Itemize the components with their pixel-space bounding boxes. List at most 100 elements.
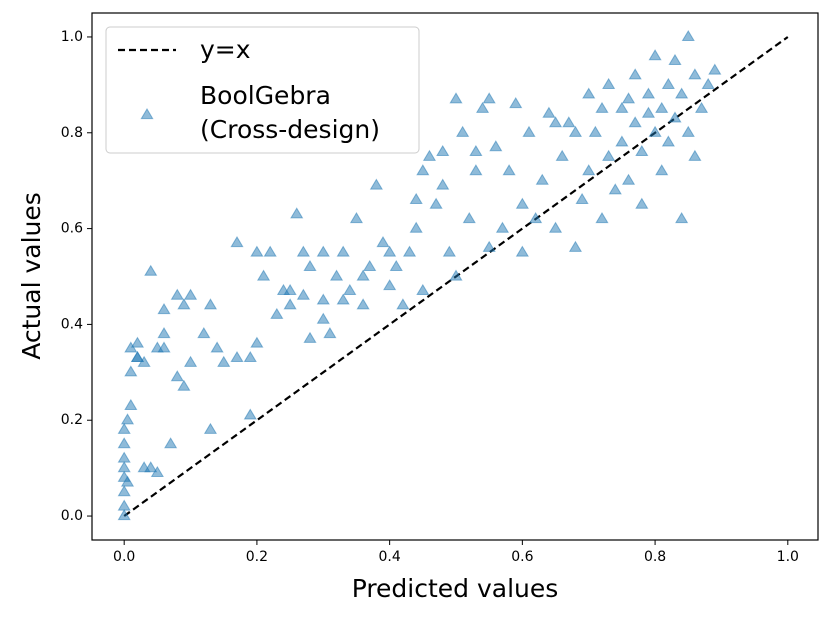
scatter-point <box>124 398 138 410</box>
scatter-point <box>144 461 158 473</box>
scatter-point <box>256 269 271 281</box>
scatter-point <box>568 240 583 252</box>
scatter-point <box>336 293 350 305</box>
scatter-point <box>303 259 317 272</box>
scatter-point <box>283 298 297 310</box>
scatter-point <box>157 327 171 339</box>
scatter-point <box>475 101 490 113</box>
scatter-point <box>243 408 257 420</box>
scatter-point <box>356 269 370 281</box>
scatter-point <box>170 370 184 382</box>
scatter-point <box>117 451 131 463</box>
scatter-point <box>456 125 470 137</box>
scatter-point <box>595 212 609 224</box>
scatter-point <box>708 63 722 75</box>
scatter-point <box>688 149 702 161</box>
scatter-point <box>303 331 317 343</box>
scatter-point <box>449 92 463 104</box>
y-tick-label: 1.0 <box>61 29 83 45</box>
scatter-point <box>316 293 330 305</box>
scatter-point <box>495 221 510 233</box>
scatter-point <box>316 312 330 324</box>
scatter-point <box>376 235 390 248</box>
scatter-point <box>250 336 264 348</box>
legend-label: y=x <box>200 35 251 64</box>
y-tick-label: 0.2 <box>61 412 83 428</box>
scatter-point <box>177 379 191 391</box>
scatter-point <box>582 164 596 176</box>
scatter-point <box>608 183 622 195</box>
scatter-point <box>422 149 437 161</box>
scatter-point <box>522 125 536 137</box>
scatter-point <box>655 164 669 176</box>
scatter-point <box>396 298 410 310</box>
scatter-point <box>117 485 131 497</box>
scatter-point <box>363 259 377 272</box>
scatter-point <box>615 135 629 147</box>
scatter-point <box>628 68 642 80</box>
scatter-point <box>270 307 284 319</box>
scatter-point <box>343 283 357 295</box>
scatter-point <box>164 437 178 449</box>
scatter-point <box>568 125 583 137</box>
x-tick-label: 0.0 <box>113 549 135 565</box>
scatter-point <box>688 68 702 80</box>
scatter-point <box>243 350 257 363</box>
scatter-point <box>296 245 310 257</box>
y-tick-label: 0.4 <box>61 316 83 332</box>
scatter-point <box>429 197 443 209</box>
scatter-point <box>177 298 191 310</box>
scatter-point <box>183 288 198 300</box>
scatter-point <box>442 245 456 257</box>
scatter-point <box>582 87 596 99</box>
scatter-point <box>409 221 423 233</box>
scatter-point <box>675 87 689 99</box>
scatter-point <box>655 101 669 113</box>
scatter-point <box>117 499 131 511</box>
scatter-point <box>482 240 496 252</box>
scatter-point <box>621 173 636 185</box>
scatter-point <box>117 422 131 434</box>
scatter-point <box>509 97 523 109</box>
scatter-point <box>130 336 145 348</box>
scatter-point <box>349 212 364 224</box>
scatter-point <box>316 245 330 257</box>
x-axis-label: Predicted values <box>352 574 559 603</box>
scatter-point <box>621 92 636 104</box>
scatter-point <box>250 245 264 257</box>
plot-area <box>117 29 789 521</box>
scatter-point <box>469 164 483 176</box>
scatter-point <box>323 327 337 339</box>
scatter-point <box>144 264 158 276</box>
scatter-point <box>416 283 430 295</box>
scatter-point <box>548 116 563 128</box>
scatter-point <box>588 125 602 137</box>
axes-frame <box>91 12 819 541</box>
scatter-point <box>641 106 656 118</box>
scatter-point <box>290 207 304 219</box>
y-axis-label: Actual values <box>17 192 46 360</box>
scatter-point <box>469 144 483 157</box>
legend-box <box>105 26 420 154</box>
x-tick-label: 0.8 <box>644 549 666 565</box>
scatter-point <box>515 245 529 257</box>
scatter-point <box>628 116 642 128</box>
scatter-point <box>681 125 695 137</box>
scatter-point <box>409 192 423 204</box>
scatter-point <box>668 53 682 66</box>
scatter-point <box>661 77 675 89</box>
scatter-point <box>661 135 675 147</box>
scatter-point <box>416 164 430 176</box>
scatter-point <box>217 355 231 367</box>
scatter-point <box>529 212 543 224</box>
scatter-point <box>383 279 397 291</box>
scatter-point <box>117 437 131 449</box>
scatter-point <box>535 173 549 185</box>
scatter-point <box>369 178 383 190</box>
x-tick-label: 0.6 <box>511 549 533 565</box>
scatter-point <box>482 92 496 104</box>
scatter-point <box>615 101 629 113</box>
scatter-point <box>329 269 344 281</box>
scatter-point <box>436 178 450 190</box>
